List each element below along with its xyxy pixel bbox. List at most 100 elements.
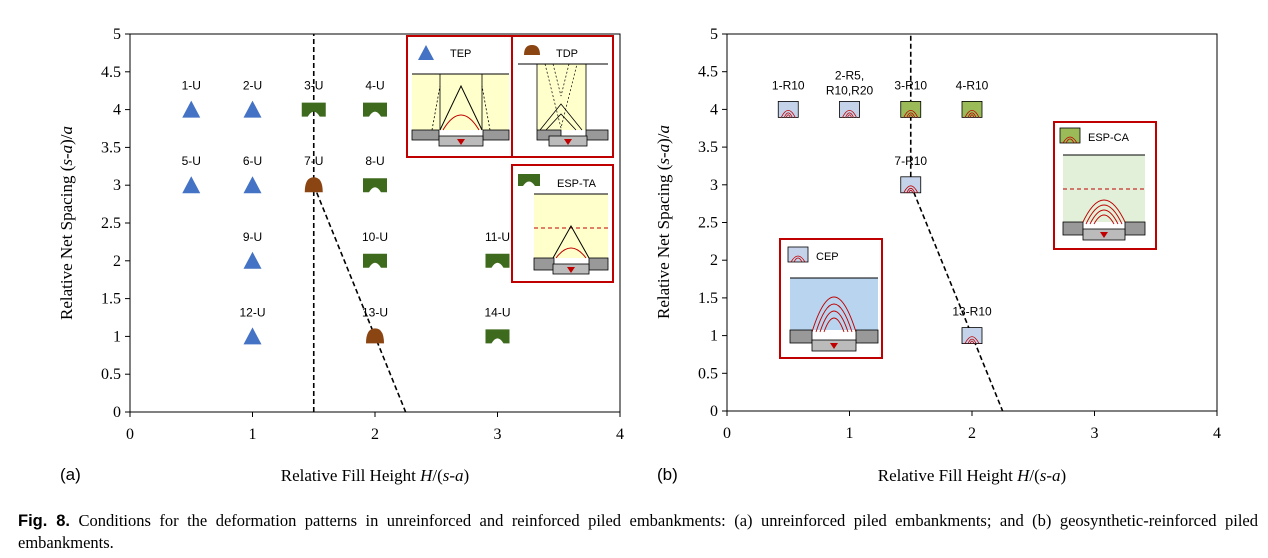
y-tick-label: 4	[113, 102, 121, 119]
data-point-label: 14-U	[484, 305, 510, 319]
x-tick-label: 1	[846, 425, 854, 442]
figure-caption: Fig. 8. Conditions for the deformation p…	[18, 510, 1258, 554]
tdp-schematic-inset: TDP	[511, 35, 614, 158]
data-point-marker	[243, 100, 262, 118]
legend-label-tep: TEP	[450, 48, 471, 60]
tep-schematic-inset: TEP	[406, 35, 513, 158]
data-point-marker	[900, 101, 922, 118]
y-tick-label: 5	[113, 26, 121, 43]
y-tick-label: 2	[710, 252, 718, 269]
y-axis-title: Relative Net Spacing (s-a)/a	[654, 125, 673, 319]
panel-label: (a)	[60, 465, 81, 484]
y-tick-label: 5	[710, 26, 718, 43]
data-point-marker	[961, 101, 983, 118]
y-tick-label: 2.5	[698, 215, 718, 232]
y-tick-label: 4.5	[101, 64, 121, 81]
y-tick-label: 3.5	[698, 139, 718, 156]
legend-label-tdp: TDP	[556, 48, 578, 60]
data-point-marker	[182, 100, 201, 118]
data-point-marker	[366, 328, 384, 344]
y-tick-label: 1	[710, 328, 718, 345]
legend-label-esp-ca: ESP-CA	[1088, 132, 1130, 144]
data-point-marker	[961, 327, 983, 345]
data-point-label: 1-R10	[772, 78, 805, 92]
x-tick-label: 2	[968, 425, 976, 442]
data-point-label: 7-U	[304, 154, 323, 168]
esp-ta-legend-icon	[518, 174, 540, 186]
caption-fig-label: Fig. 8.	[18, 512, 71, 530]
legend-label-esp-ta: ESP-TA	[557, 178, 597, 190]
data-point-marker	[304, 177, 323, 193]
data-point-marker	[363, 253, 387, 268]
x-tick-label: 0	[126, 426, 134, 443]
data-point-label: 2-R5, R10,R20	[826, 68, 874, 97]
data-point-marker	[182, 176, 201, 194]
y-tick-label: 1.5	[698, 290, 718, 307]
y-tick-label: 3	[113, 177, 121, 194]
data-point-label: 6-U	[243, 154, 262, 168]
data-point-label: 5-U	[182, 154, 201, 168]
y-tick-label: 1.5	[101, 291, 121, 308]
data-point-label: 11-U	[485, 230, 510, 244]
data-point-marker	[363, 178, 387, 193]
data-point-label: 3-U	[304, 79, 323, 93]
x-axis-title: Relative Fill Height H/(s-a)	[878, 466, 1066, 485]
boundary-line	[313, 184, 407, 413]
data-point-marker	[839, 101, 860, 118]
panel-a: 0 1 2 3 4 0 0.5 1 1.5 2 2.5 3 3.5 4 4.5 5 1-U 2-U 3-U 4-U 5…	[57, 26, 624, 485]
x-tick-label: 3	[494, 426, 502, 443]
data-point-label: 13-U	[362, 305, 388, 319]
esp-ca-schematic-inset: ESP-CA	[1053, 121, 1157, 250]
y-tick-label: 2.5	[101, 215, 121, 232]
data-point-marker	[301, 102, 326, 117]
figure-canvas: 0 1 2 3 4 0 0.5 1 1.5 2 2.5 3 3.5 4 4.5 5 1-U 2-U 3-U 4-U 5…	[57, 26, 1221, 485]
cep-schematic-inset: CEP	[779, 238, 883, 359]
panel-b: 0 1 2 3 4 0 0.5 1 1.5 2 2.5 3 3.5 4 4.5 5 1-R10 2-R5, R10…	[654, 26, 1221, 485]
data-point-marker	[363, 102, 387, 117]
boundary-line	[910, 184, 1004, 412]
data-point-label: 4-R10	[956, 78, 989, 92]
data-point-label: 13-R10	[952, 305, 992, 319]
esp-ta-schematic-inset: ESP-TA	[511, 164, 614, 283]
x-tick-label: 3	[1091, 425, 1099, 442]
data-point-label: 12-U	[239, 305, 265, 319]
y-tick-label: 4.5	[698, 64, 718, 81]
y-tick-label: 0.5	[101, 366, 121, 383]
panel-label: (b)	[657, 465, 678, 484]
data-point-label: 4-U	[365, 79, 384, 93]
esp-ca-legend-icon	[1059, 127, 1081, 144]
x-axis-title: Relative Fill Height H/(s-a)	[281, 466, 469, 485]
data-point-marker	[485, 253, 510, 268]
y-tick-label: 0	[710, 403, 718, 420]
x-tick-label: 4	[1213, 425, 1221, 442]
y-tick-label: 2	[113, 253, 121, 270]
data-point-label: 1-U	[182, 79, 201, 93]
x-tick-label: 0	[723, 425, 731, 442]
data-point-marker	[243, 327, 262, 345]
y-tick-label: 1	[113, 328, 121, 345]
tdp-legend-icon	[524, 45, 540, 55]
y-tick-label: 0	[113, 404, 121, 421]
data-point-marker	[243, 251, 262, 269]
y-tick-label: 0.5	[698, 365, 718, 382]
legend-label-cep: CEP	[816, 251, 839, 263]
caption-text: Conditions for the deformation patterns …	[18, 511, 1258, 552]
tep-legend-icon	[418, 45, 434, 60]
data-point-marker	[485, 329, 510, 344]
data-point-label: 8-U	[365, 154, 384, 168]
y-tick-label: 4	[710, 101, 718, 118]
data-point-label: 9-U	[243, 230, 262, 244]
data-point-marker	[900, 176, 922, 194]
x-tick-label: 2	[371, 426, 379, 443]
data-point-marker	[777, 101, 799, 118]
x-tick-label: 4	[616, 426, 624, 443]
data-point-label: 2-U	[243, 79, 262, 93]
cep-legend-icon	[787, 246, 809, 263]
x-tick-label: 1	[249, 426, 257, 443]
data-point-label: 10-U	[362, 230, 388, 244]
y-tick-label: 3	[710, 177, 718, 194]
data-point-label: 3-R10	[894, 78, 927, 92]
y-axis-title: Relative Net Spacing (s-a)/a	[57, 126, 76, 320]
data-point-marker	[243, 176, 262, 194]
data-point-label: 7-R10	[894, 154, 927, 168]
